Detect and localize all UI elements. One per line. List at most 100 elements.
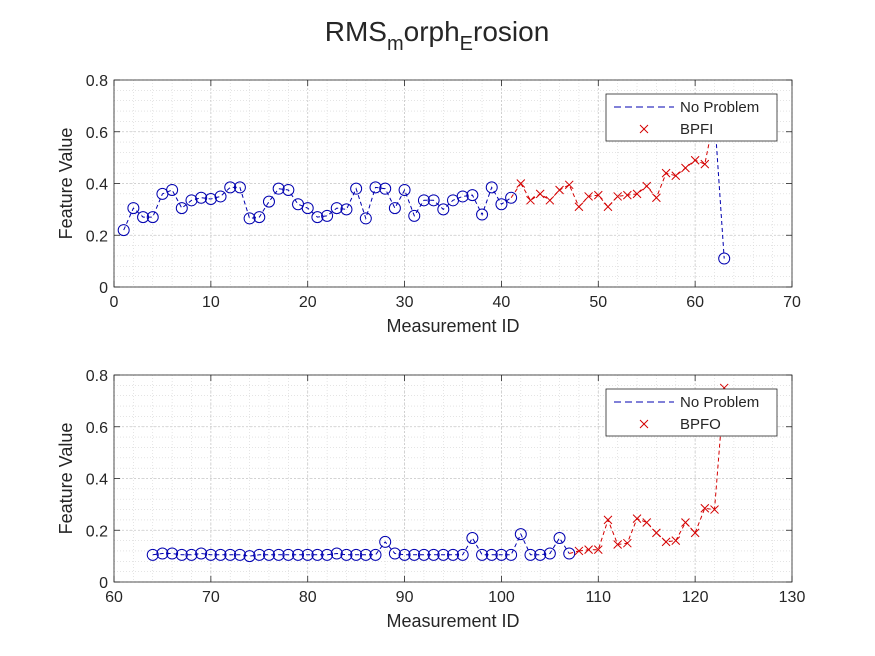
x-marker-stroke [516,179,526,188]
data-point-circle-marker [369,548,382,561]
x-marker-stroke [652,193,661,203]
data-point-circle-marker [195,547,208,560]
data-point-circle-marker [359,548,372,561]
data-point-x-marker [574,202,584,212]
data-point-circle-marker [233,548,246,561]
data-point-circle-marker [350,548,363,561]
data-point-circle-marker [408,548,421,561]
data-point-x-marker [642,181,652,191]
data-point-circle-marker [262,548,275,561]
figure-title-end: rosion [473,16,549,47]
data-point-circle-marker [417,548,430,561]
x-marker-stroke [642,181,652,191]
x-marker-stroke [671,536,681,545]
data-point-circle-marker [369,181,382,194]
data-point-circle-marker [175,202,188,215]
data-point-circle-marker [466,189,479,202]
legend-label: BPFI [680,121,713,138]
subplot-bottom: 60 70 80 90 100 110 120 130 0 0.2 0.4 0.6 0.8 Measure… [56,368,805,631]
data-point-circle-marker [398,548,411,561]
data-point-circle-marker [476,548,489,561]
y-tick-label: 0.6 [86,125,108,142]
data-point-circle-marker [166,547,179,560]
data-point-circle-marker [456,548,469,561]
y-tick-label: 0.2 [86,228,108,245]
data-point-x-marker [584,192,593,201]
data-point-circle-marker [427,548,440,561]
legend: No Problem BPFO [605,388,778,437]
data-point-x-marker [661,537,671,547]
data-point-circle-marker [340,203,353,216]
data-point-circle-marker [495,198,508,211]
legend-label: No Problem [680,394,759,411]
series-connector [510,183,522,199]
y-axis-label: Feature Value [56,423,76,535]
x-marker-stroke [622,190,632,200]
data-point-circle-marker [456,190,469,203]
x-marker-stroke [661,168,671,178]
x-marker-stroke [690,155,700,165]
x-marker-stroke [632,189,642,199]
x-tick-label: 0 [110,294,119,311]
x-marker-stroke [545,195,555,205]
figure-title-mid: orph [404,16,460,47]
y-tick-label: 0.6 [86,420,108,437]
data-point-circle-marker [301,548,314,561]
data-point-circle-marker [321,548,334,561]
data-point-circle-marker [379,535,392,548]
data-point-x-marker [516,179,526,188]
series-line [123,186,512,231]
data-point-circle-marker [447,548,459,561]
y-tick-label: 0 [99,575,108,592]
data-point-circle-marker [253,211,266,224]
legend-box [605,388,778,437]
data-point-x-marker [574,546,584,556]
data-point-circle-marker [427,194,440,207]
data-point-circle-marker [272,182,285,195]
data-point-circle-marker [534,548,547,561]
x-tick-label: 120 [682,589,709,606]
legend-x-swatch [639,419,649,429]
data-point-x-marker [603,202,613,212]
x-tick-label: 20 [299,294,317,311]
data-point-x-marker [700,503,710,513]
figure-title: RMSmorphErosion [325,16,550,55]
data-point-circle-marker [282,548,295,561]
data-point-circle-marker [117,224,130,237]
x-marker-stroke [584,192,593,201]
data-point-circle-marker [185,194,198,207]
data-point-x-marker [671,171,681,181]
x-marker-stroke [564,180,574,190]
y-tick-label: 0.4 [86,472,108,489]
y-tick-label: 0 [99,280,108,297]
data-point-circle-marker [379,182,392,195]
data-point-circle-marker [495,548,508,561]
data-point-circle-marker [505,548,518,561]
data-point-circle-marker [233,181,246,194]
data-point-x-marker [642,518,652,527]
data-point-x-marker [690,528,700,538]
data-point-circle-marker [311,548,324,561]
data-point-x-marker [661,168,671,178]
data-point-circle-marker [272,548,285,561]
data-point-circle-marker [262,195,275,208]
legend-label: BPFO [680,416,721,433]
x-marker-stroke [526,195,535,205]
x-tick-label: 70 [202,589,220,606]
x-marker-stroke [613,192,623,201]
data-point-circle-marker [292,548,305,561]
x-marker-stroke [603,515,613,525]
legend: No Problem BPFI [605,93,778,142]
data-point-circle-marker [214,548,227,561]
x-tick-label: 50 [589,294,607,311]
data-point-circle-marker [243,212,256,225]
data-point-x-marker [632,514,642,523]
x-marker-stroke [700,159,710,169]
data-point-circle-marker [485,181,498,194]
data-point-circle-marker [437,548,450,561]
data-point-x-marker [555,185,564,195]
data-point-circle-marker [137,211,150,224]
x-tick-label: 130 [779,589,806,606]
x-tick-label: 110 [586,589,612,606]
